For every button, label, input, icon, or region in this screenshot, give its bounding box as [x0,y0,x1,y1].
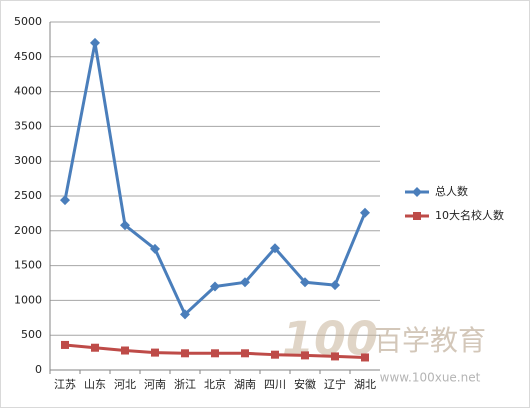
point [271,350,279,359]
x-tick-label: 湖北 [354,378,376,391]
watermark-url: www.100xue.net [380,371,481,385]
y-tick-label: 3000 [14,154,42,167]
legend-label: 10大名校人数 [435,208,504,222]
point [211,349,219,358]
point [150,243,160,254]
point [240,277,250,288]
x-tick-label: 江苏 [54,378,76,391]
point [91,343,99,352]
y-tick-label: 5000 [14,15,42,28]
y-tick-label: 3500 [14,119,42,132]
point [121,346,129,355]
point [180,309,190,320]
y-tick-label: 0 [35,363,42,376]
y-tick-label: 4000 [14,85,42,98]
y-tick-label: 2000 [14,224,42,237]
y-tick-label: 500 [21,328,42,341]
point [181,349,189,358]
point [361,353,369,362]
point [412,187,422,197]
y-tick-label: 4500 [14,50,42,63]
watermark-name: 百学教育 [374,324,486,357]
point [300,277,310,288]
y-tick-label: 2500 [14,189,42,202]
x-tick-label: 北京 [204,377,226,391]
x-tick-label: 辽宁 [324,377,346,391]
point [210,281,220,292]
point [90,37,100,48]
x-tick-label: 河南 [144,378,166,391]
point [360,207,370,218]
point [331,352,339,361]
point [241,349,249,358]
point [151,348,159,357]
point [61,340,69,349]
y-tick-label: 1500 [14,259,42,272]
x-tick-label: 浙江 [174,378,196,391]
x-tick-label: 安徽 [294,377,316,391]
y-tick-label: 1000 [14,293,42,306]
point [301,351,309,360]
x-tick-label: 山东 [84,378,106,391]
legend-label: 总人数 [435,184,468,198]
x-tick-label: 湖南 [234,378,256,391]
point [270,243,280,254]
x-tick-label: 河北 [114,378,136,391]
point [60,195,70,206]
point [120,220,130,231]
point [330,280,340,291]
x-tick-label: 四川 [264,378,286,391]
point [413,212,421,220]
